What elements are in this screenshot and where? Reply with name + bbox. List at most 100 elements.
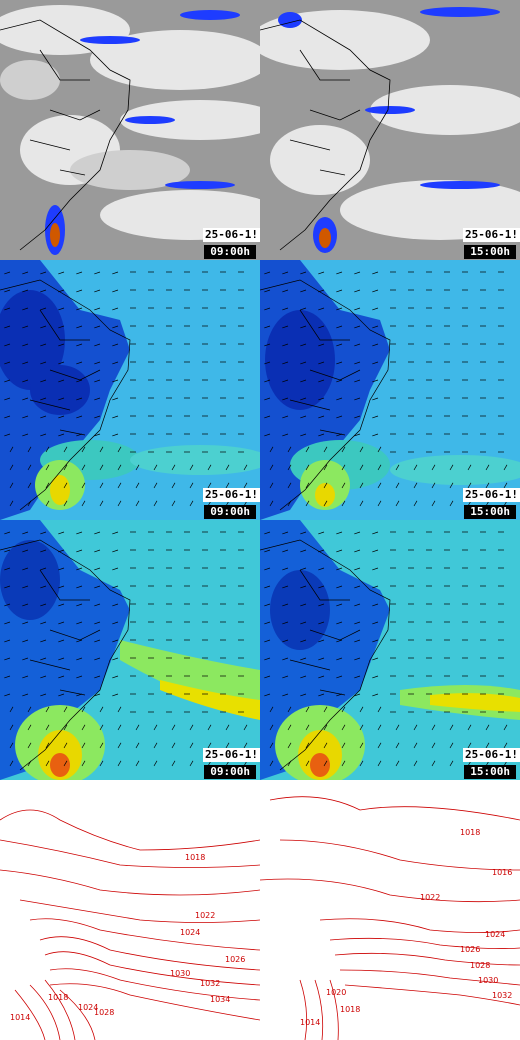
- timestamp-time: 15:00h: [464, 505, 516, 519]
- wind-vector: [372, 361, 379, 365]
- wind-vector: [81, 724, 86, 731]
- pressure-panel-right: 1018 1016 1022 1024 1026 1028 1030 1032 …: [260, 780, 520, 1040]
- timestamp-time: 15:00h: [464, 765, 516, 779]
- wind-vector: [264, 307, 271, 311]
- wind-vector: [305, 446, 310, 453]
- wind-vector: [112, 585, 119, 589]
- wind-vector: [22, 415, 29, 419]
- wind-vector: [341, 760, 346, 767]
- wind-vector: [395, 464, 400, 471]
- wind-vector: [58, 361, 65, 365]
- wind-vector: [99, 464, 104, 471]
- wind-vector: [282, 325, 289, 329]
- wind-vector: [58, 639, 65, 643]
- wind-vector: [354, 325, 361, 329]
- wind-vector: [40, 531, 47, 535]
- wind-vector: [300, 415, 307, 419]
- wind-vector: [63, 446, 68, 453]
- wind-vector: [431, 464, 436, 471]
- timestamp-date: 25-06-1!: [203, 228, 260, 242]
- wind-vector: [22, 307, 29, 311]
- wind-vector: [449, 724, 454, 731]
- wind-vector: [4, 567, 11, 571]
- wind-vector: [171, 464, 176, 471]
- wind-vector: [40, 693, 47, 697]
- wind-vector: [395, 760, 400, 767]
- wind-vector: [58, 325, 65, 329]
- wind-vector: [45, 760, 50, 767]
- wind-vector: [99, 500, 104, 507]
- wind-vector: [40, 567, 47, 571]
- wind-vector: [99, 446, 104, 453]
- wind-vector: [112, 531, 119, 535]
- wind-vector: [377, 706, 382, 713]
- wind-vector: [9, 464, 14, 471]
- wind-vector: [282, 397, 289, 401]
- wind-vector: [282, 361, 289, 365]
- wind-vector: [431, 500, 436, 507]
- wind-vector: [94, 271, 101, 275]
- wind-vector: [4, 343, 11, 347]
- wind-vector: [300, 621, 307, 625]
- wind-vector: [336, 325, 343, 329]
- wind-vector: [189, 482, 194, 489]
- wind-vector: [341, 446, 346, 453]
- wind-vector: [377, 482, 382, 489]
- wind-vector: [318, 271, 325, 275]
- wind-vector: [318, 639, 325, 643]
- wind-vector: [354, 549, 361, 553]
- wind-vector: [4, 415, 11, 419]
- wind-vector: [300, 325, 307, 329]
- wind-vector: [341, 742, 346, 749]
- wind-vector: [318, 675, 325, 679]
- wind-vector: [94, 549, 101, 553]
- wind-vector: [4, 603, 11, 607]
- wind-vector: [336, 361, 343, 365]
- wind-vector: [341, 500, 346, 507]
- wind-vector: [341, 724, 346, 731]
- wind-vector: [117, 724, 122, 731]
- wind-vector: [22, 675, 29, 679]
- wind-vector: [40, 621, 47, 625]
- wind-vector: [4, 639, 11, 643]
- wind-vector: [58, 397, 65, 401]
- wind-vector: [372, 325, 379, 329]
- wind-vector: [264, 397, 271, 401]
- wind-vector: [354, 531, 361, 535]
- wind-vector: [22, 379, 29, 383]
- wind-vector: [336, 397, 343, 401]
- wind-vector: [503, 724, 508, 731]
- wind-vector: [22, 271, 29, 275]
- wind-vector: [359, 500, 364, 507]
- wind-vector: [4, 289, 11, 293]
- wind-vector: [395, 742, 400, 749]
- wind-vector: [282, 343, 289, 347]
- wind-vector: [323, 446, 328, 453]
- wind-vector: [112, 549, 119, 553]
- wind-vector: [189, 742, 194, 749]
- wind-vector: [117, 760, 122, 767]
- wind-vector: [153, 742, 158, 749]
- wind-vector: [76, 397, 83, 401]
- wind-vector: [372, 379, 379, 383]
- wind-vector: [4, 271, 11, 275]
- wind-vector: [282, 415, 289, 419]
- wind-vector: [336, 379, 343, 383]
- wind-vector: [336, 271, 343, 275]
- wind-vector: [336, 603, 343, 607]
- isobar-label: 1022: [420, 893, 440, 902]
- wind-vector: [431, 724, 436, 731]
- isobar-label: 1034: [210, 995, 230, 1004]
- wind-vector: [300, 549, 307, 553]
- wind-vector: [22, 289, 29, 293]
- wind-vector: [503, 482, 508, 489]
- wind-vector: [264, 531, 271, 535]
- wind-vector: [171, 482, 176, 489]
- wind-vector: [22, 639, 29, 643]
- wind-vector: [4, 379, 11, 383]
- wind-vector: [300, 531, 307, 535]
- wind-vector: [372, 603, 379, 607]
- wind-vector: [27, 742, 32, 749]
- wind-vector: [377, 742, 382, 749]
